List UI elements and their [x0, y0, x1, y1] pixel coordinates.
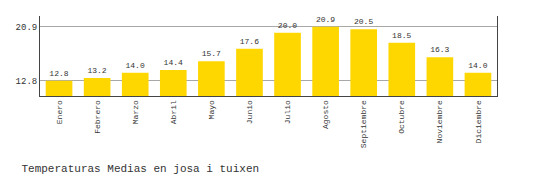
svg-text:12.8: 12.8 [49, 69, 68, 78]
svg-text:20.0: 20.0 [278, 21, 297, 30]
svg-text:Enero: Enero [55, 100, 64, 124]
svg-text:20.5: 20.5 [354, 17, 373, 26]
svg-text:20.9: 20.9 [16, 23, 38, 33]
svg-text:12.8: 12.8 [16, 77, 38, 87]
svg-text:Marzo: Marzo [131, 100, 140, 124]
svg-text:Mayo: Mayo [207, 100, 216, 119]
svg-text:18.5: 18.5 [392, 31, 411, 40]
svg-text:Octubre: Octubre [397, 100, 406, 134]
svg-text:Noviembre: Noviembre [435, 100, 444, 143]
svg-text:Septiembre: Septiembre [359, 100, 368, 148]
svg-text:Julio: Julio [283, 100, 292, 124]
svg-text:17.6: 17.6 [240, 37, 259, 46]
svg-text:14.0: 14.0 [468, 61, 487, 70]
svg-text:16.3: 16.3 [430, 45, 449, 54]
svg-text:Junio: Junio [245, 100, 254, 124]
svg-text:14.4: 14.4 [164, 58, 183, 67]
svg-text:Temperaturas Medias en josa i: Temperaturas Medias en josa i tuixen [21, 163, 259, 174]
svg-text:Abril: Abril [169, 100, 178, 124]
svg-text:Agosto: Agosto [321, 100, 330, 129]
svg-text:15.7: 15.7 [202, 49, 221, 58]
svg-text:20.9: 20.9 [316, 15, 335, 24]
svg-text:Diciembre: Diciembre [474, 100, 483, 143]
svg-text:Febrero: Febrero [93, 100, 102, 134]
svg-text:13.2: 13.2 [87, 66, 106, 75]
svg-text:14.0: 14.0 [126, 61, 145, 70]
